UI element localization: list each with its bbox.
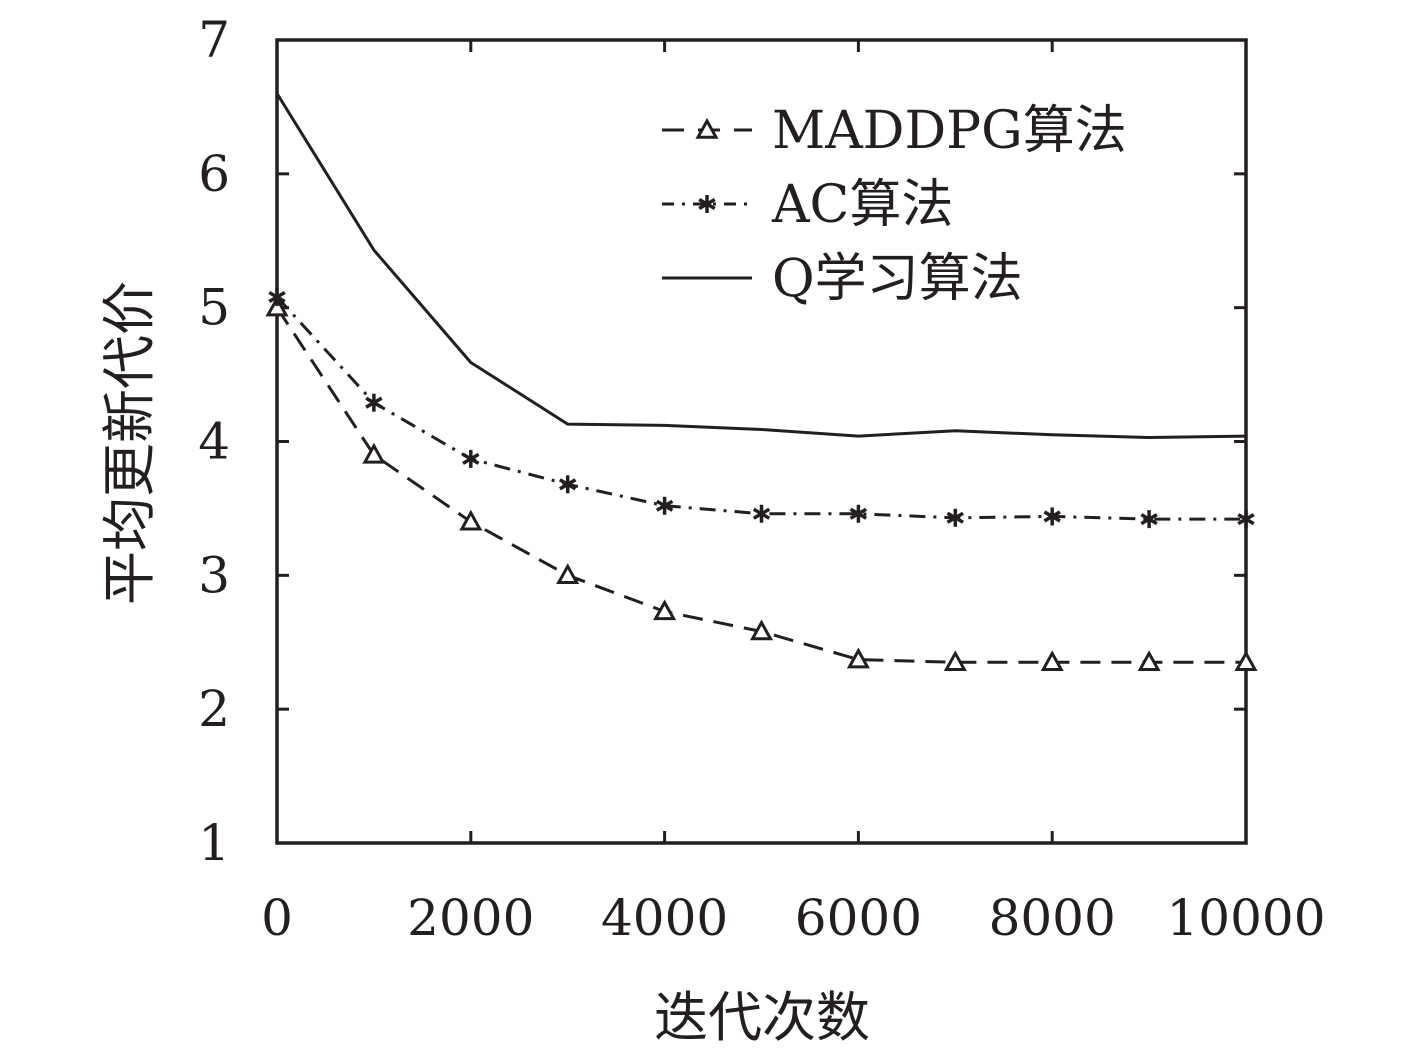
series-1-point-1 [365,393,383,412]
series-0-point-10 [1234,650,1258,672]
series-1-point-0 [268,287,286,306]
series-line-1 [275,295,1246,521]
x-tick-label-2: 4000 [601,889,728,947]
series-1-point-2 [462,449,480,468]
series-0-point-9 [1137,650,1161,672]
x-tick-label-1: 2000 [407,889,534,947]
y-axis-label: 平均更新代价 [98,281,161,605]
legend-marker-0 [695,117,719,139]
legend-label-2: Q学习算法 [772,249,1023,309]
series-0-point-5 [749,619,774,641]
legend-item-1: AC算法 [662,175,953,235]
y-tick-labels: 1 2 3 4 5 6 7 [198,11,230,872]
series-0-point-4 [653,599,677,621]
x-axis-label: 迭代次数 [654,986,870,1049]
series-2 [275,92,1247,439]
y-tick-label-6: 7 [198,11,230,69]
x-tick-label-0: 0 [261,889,293,947]
series-0-point-1 [362,442,386,464]
series-0-point-2 [459,509,483,531]
y-tick-label-1: 2 [198,680,230,738]
series-line-0 [275,306,1246,664]
y-tick-label-4: 5 [198,279,230,337]
series-0 [265,295,1258,672]
series-1-point-4 [655,496,674,515]
y-tick-label-3: 4 [198,413,230,471]
series-1-point-9 [1140,510,1158,529]
series-0-point-7 [943,650,967,672]
series-0-point-0 [265,295,289,317]
y-tick-label-2: 3 [198,546,230,604]
series-1-point-7 [946,508,964,527]
legend-marker-1 [698,195,716,213]
legend: MADDPG算法 AC算法 Q学习算法 [662,101,1127,309]
series-0-point-3 [556,563,580,585]
y-tick-label-0: 1 [198,814,230,872]
series-1-point-3 [559,475,577,494]
legend-label-1: AC算法 [771,175,953,235]
series-0-point-8 [1040,650,1064,672]
series-1 [268,287,1255,529]
series-1-point-10 [1237,510,1255,529]
series-layer [265,92,1258,672]
legend-item-0: MADDPG算法 [662,101,1127,161]
y-tick-label-5: 6 [198,145,230,203]
x-tick-labels: 0 2000 4000 6000 8000 10000 [261,889,1325,947]
x-tick-label-3: 6000 [795,889,922,947]
x-tick-label-4: 8000 [989,889,1116,947]
legend-item-2: Q学习算法 [662,249,1023,309]
series-1-point-6 [849,504,868,523]
series-1-point-8 [1043,507,1061,526]
x-tick-label-5: 10000 [1166,889,1325,947]
series-0-point-6 [846,647,870,669]
legend-label-0: MADDPG算法 [772,101,1127,161]
series-line-2 [275,92,1247,439]
series-1-point-5 [752,504,771,523]
